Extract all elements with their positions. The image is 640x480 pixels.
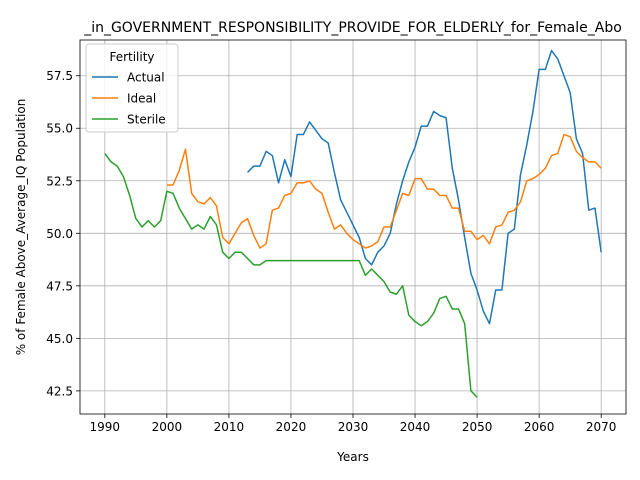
y-tick-label: 57.5 [46, 69, 73, 83]
legend-label-actual: Actual [127, 71, 165, 85]
series-lines [104, 49, 602, 398]
x-tick-label: 2000 [152, 420, 183, 434]
chart-title: _in_GOVERNMENT_RESPONSIBILITY_PROVIDE_FO… [83, 20, 622, 36]
legend-title: Fertility [109, 50, 154, 64]
series-line-sterile [104, 153, 478, 398]
legend: Fertility Actual Ideal Sterile [85, 43, 179, 133]
series-line-actual [246, 49, 602, 325]
y-tick-label: 42.5 [46, 384, 73, 398]
x-tick-label: 2010 [214, 420, 245, 434]
y-tick-label: 47.5 [46, 279, 73, 293]
y-tick-label: 52.5 [46, 174, 73, 188]
y-axis-label: % of Female Above_Average_IQ Population [14, 99, 28, 356]
y-tick-label: 45.0 [46, 332, 73, 346]
legend-box [85, 43, 179, 133]
grid [80, 40, 626, 414]
y-tick-label: 55.0 [46, 122, 73, 136]
x-tick-label: 2040 [400, 420, 431, 434]
x-tick-label: 1990 [90, 420, 121, 434]
x-axis-ticks: 1990 2000 2010 2020 2030 2040 2050 2060 2070 [90, 414, 617, 434]
y-axis-ticks: 42.5 45.0 47.5 50.0 52.5 55.0 57.5 [46, 69, 80, 398]
x-tick-label: 2020 [276, 420, 307, 434]
legend-label-ideal: Ideal [127, 92, 156, 106]
x-tick-label: 2070 [586, 420, 617, 434]
x-tick-label: 2050 [462, 420, 493, 434]
legend-label-sterile: Sterile [127, 113, 166, 127]
x-axis-label: Years [336, 450, 369, 464]
x-tick-label: 2030 [338, 420, 369, 434]
series-line-ideal [166, 133, 602, 249]
x-tick-label: 2060 [524, 420, 555, 434]
y-tick-label: 50.0 [46, 227, 73, 241]
